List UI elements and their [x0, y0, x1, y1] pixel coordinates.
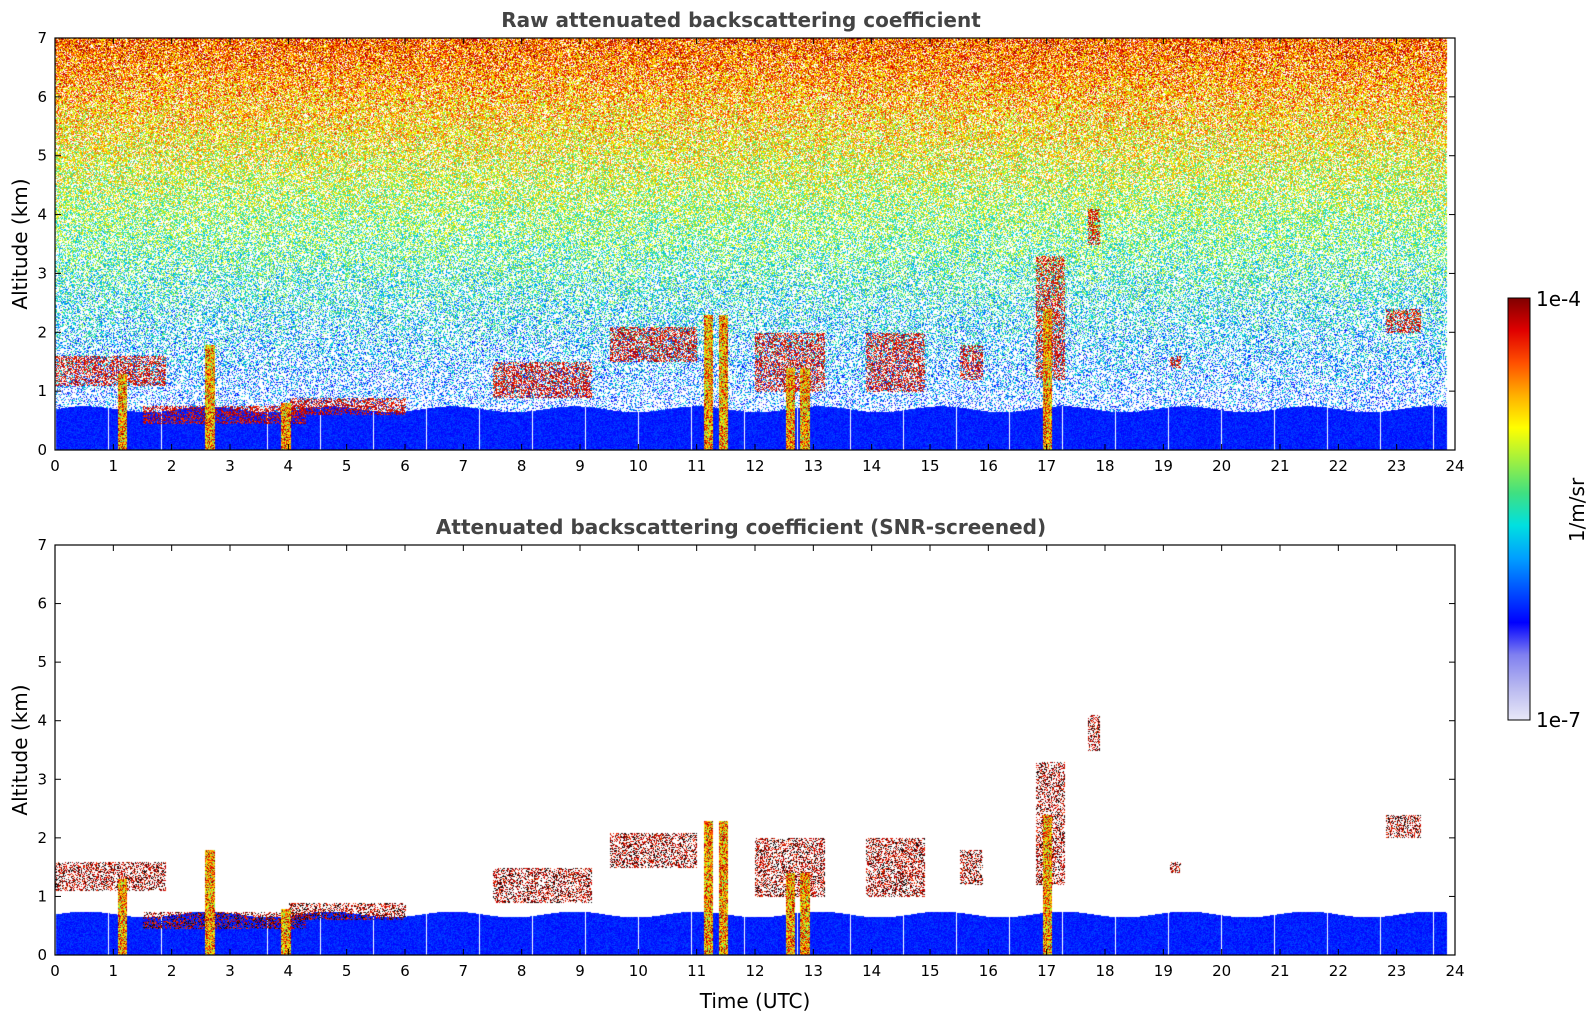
x-tick-label: 4 [284, 457, 294, 475]
x-tick-label: 22 [1329, 457, 1348, 475]
screened-panel-title: Attenuated backscattering coefficient (S… [436, 515, 1046, 539]
x-tick-label: 23 [1387, 962, 1406, 980]
x-tick-label: 21 [1270, 962, 1289, 980]
y-tick-label: 4 [37, 712, 47, 730]
x-tick-label: 11 [687, 457, 706, 475]
x-tick-label: 22 [1329, 962, 1348, 980]
x-tick-label: 0 [50, 962, 60, 980]
x-tick-label: 16 [979, 962, 998, 980]
colorbar-unit-label: 1/m/sr [1565, 477, 1589, 542]
x-tick-label: 20 [1212, 962, 1231, 980]
x-tick-label: 10 [629, 457, 648, 475]
y-tick-label: 6 [37, 88, 47, 106]
x-tick-label: 14 [862, 962, 881, 980]
x-tick-label: 24 [1445, 457, 1464, 475]
heatmap-image [55, 545, 1455, 955]
x-tick-label: 2 [167, 962, 177, 980]
y-tick-label: 6 [37, 595, 47, 613]
x-tick-label: 20 [1212, 457, 1231, 475]
y-tick-label: 5 [37, 147, 47, 165]
y-tick-label: 1 [37, 887, 47, 905]
y-tick-label: 1 [37, 382, 47, 400]
x-tick-label: 0 [50, 457, 60, 475]
screened-y-ticks: 0 1 2 3 4 5 6 7 [37, 536, 1455, 964]
x-tick-label: 1 [109, 962, 119, 980]
x-tick-label: 18 [1095, 457, 1114, 475]
x-tick-label: 4 [284, 962, 294, 980]
x-tick-label: 23 [1387, 457, 1406, 475]
x-tick-label: 8 [517, 457, 527, 475]
x-tick-label: 16 [979, 457, 998, 475]
screened-backscatter-panel: Attenuated backscattering coefficient (S… [8, 515, 1465, 1013]
y-tick-label: 7 [37, 29, 47, 47]
x-tick-label: 24 [1445, 962, 1464, 980]
x-tick-label: 7 [459, 457, 469, 475]
x-tick-label: 10 [629, 962, 648, 980]
x-tick-label: 18 [1095, 962, 1114, 980]
screened-x-ticks: 0 1 2 3 4 5 6 7 8 9 10 11 12 13 14 15 16 17 18 19 20 21 22 23 24 [50, 545, 1465, 980]
y-tick-label: 3 [37, 770, 47, 788]
colorbar: 1e-4 1e-7 1/m/sr [1507, 287, 1589, 732]
colorbar-max-label: 1e-4 [1536, 287, 1581, 311]
y-tick-label: 3 [37, 264, 47, 282]
heatmap-image [55, 38, 1455, 450]
x-tick-label: 9 [575, 962, 585, 980]
raw-heatmap [55, 38, 1455, 450]
y-tick-label: 4 [37, 206, 47, 224]
screened-y-axis-label: Altitude (km) [8, 684, 32, 815]
x-tick-label: 12 [745, 457, 764, 475]
y-tick-label: 0 [37, 946, 47, 964]
colorbar-min-label: 1e-7 [1536, 708, 1581, 732]
x-tick-label: 3 [225, 457, 235, 475]
x-tick-label: 5 [342, 962, 352, 980]
x-tick-label: 14 [862, 457, 881, 475]
x-tick-label: 19 [1154, 457, 1173, 475]
x-tick-label: 9 [575, 457, 585, 475]
y-tick-label: 7 [37, 536, 47, 554]
x-tick-label: 17 [1037, 457, 1056, 475]
x-tick-label: 2 [167, 457, 177, 475]
x-tick-label: 1 [109, 457, 119, 475]
x-tick-label: 6 [400, 457, 410, 475]
x-axis-label: Time (UTC) [699, 989, 811, 1013]
x-tick-label: 6 [400, 962, 410, 980]
y-tick-label: 5 [37, 653, 47, 671]
x-tick-label: 17 [1037, 962, 1056, 980]
raw-panel-title: Raw attenuated backscattering coefficien… [501, 8, 981, 32]
x-tick-label: 21 [1270, 457, 1289, 475]
raw-x-ticks: 0 1 2 3 4 5 6 7 8 9 10 11 12 13 14 15 16 17 18 19 20 21 22 23 24 [50, 38, 1465, 475]
x-tick-label: 12 [745, 962, 764, 980]
x-tick-label: 15 [920, 457, 939, 475]
x-tick-label: 15 [920, 962, 939, 980]
raw-backscatter-panel: Raw attenuated backscattering coefficien… [8, 8, 1465, 475]
x-tick-label: 8 [517, 962, 527, 980]
x-tick-label: 3 [225, 962, 235, 980]
colorbar-bar [1507, 297, 1531, 721]
x-tick-label: 5 [342, 457, 352, 475]
raw-y-axis-label: Altitude (km) [8, 178, 32, 309]
x-tick-label: 13 [804, 962, 823, 980]
y-tick-label: 0 [37, 441, 47, 459]
x-tick-label: 19 [1154, 962, 1173, 980]
x-tick-label: 7 [459, 962, 469, 980]
y-tick-label: 2 [37, 829, 47, 847]
y-tick-label: 2 [37, 323, 47, 341]
screened-heatmap [55, 545, 1455, 955]
x-tick-label: 11 [687, 962, 706, 980]
raw-y-ticks: 0 1 2 3 4 5 6 7 [37, 29, 1455, 459]
x-tick-label: 13 [804, 457, 823, 475]
